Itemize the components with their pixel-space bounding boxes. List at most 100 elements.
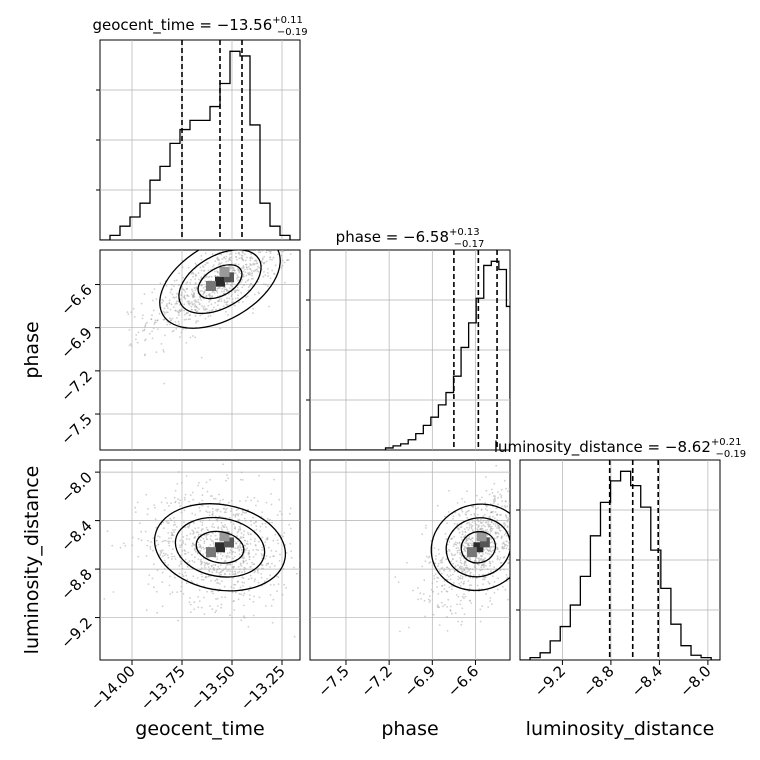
- scatter-point: [479, 528, 482, 530]
- scatter-point: [137, 331, 140, 334]
- scatter-point: [191, 303, 194, 305]
- scatter-point: [227, 477, 230, 480]
- scatter-point: [428, 562, 430, 564]
- scatter-point: [190, 580, 193, 582]
- scatter-point: [279, 510, 281, 513]
- scatter-point: [249, 542, 252, 545]
- scatter-point: [167, 564, 170, 566]
- scatter-point: [397, 581, 400, 583]
- scatter-point: [484, 561, 486, 564]
- scatter-point: [490, 570, 492, 572]
- scatter-point: [223, 507, 226, 510]
- scatter-point: [230, 499, 233, 502]
- scatter-point: [252, 516, 254, 519]
- scatter-point: [206, 533, 208, 536]
- scatter-point: [246, 540, 249, 543]
- scatter-point: [210, 303, 213, 306]
- scatter-point: [460, 623, 463, 626]
- panel-hist-geocent_time: [99, 39, 301, 241]
- scatter-point: [445, 590, 448, 593]
- scatter-point: [201, 305, 203, 307]
- scatter-point: [225, 289, 228, 292]
- scatter-point: [452, 558, 454, 561]
- scatter-point: [172, 306, 175, 309]
- scatter-point: [206, 511, 209, 514]
- scatter-point: [210, 580, 213, 582]
- scatter-point: [272, 250, 274, 251]
- scatter-point: [176, 317, 178, 319]
- scatter-point: [238, 525, 241, 528]
- scatter-point: [237, 268, 240, 271]
- scatter-point: [263, 262, 265, 265]
- scatter-point: [448, 489, 450, 492]
- scatter-point: [440, 561, 442, 564]
- scatter-point: [244, 268, 246, 271]
- xtick-label-luminosity_distance-2: −8.4: [628, 662, 666, 700]
- scatter-point: [235, 258, 238, 261]
- scatter-point: [216, 538, 219, 541]
- scatter-point: [265, 605, 267, 607]
- scatter-point: [196, 583, 199, 585]
- scatter-point: [187, 266, 190, 269]
- scatter-point: [465, 540, 468, 542]
- scatter-point: [174, 321, 177, 323]
- scatter-point: [161, 581, 164, 584]
- scatter-point: [239, 537, 242, 540]
- scatter-point: [485, 547, 488, 550]
- scatter-point: [214, 538, 217, 541]
- scatter-point: [511, 598, 513, 600]
- scatter-point: [507, 598, 509, 601]
- scatter-point: [234, 547, 237, 549]
- scatter-point: [241, 278, 244, 281]
- scatter-point: [239, 568, 241, 571]
- scatter-point: [460, 536, 463, 539]
- scatter-point: [201, 499, 204, 502]
- scatter-point: [195, 306, 198, 308]
- scatter-point: [188, 500, 191, 503]
- scatter-point: [159, 282, 162, 285]
- scatter-point: [235, 256, 237, 259]
- scatter-point: [494, 500, 497, 502]
- scatter-point: [488, 493, 491, 496]
- scatter-point: [155, 544, 158, 547]
- scatter-point: [456, 603, 458, 606]
- scatter-point: [200, 606, 203, 609]
- scatter-point: [162, 349, 165, 351]
- scatter-point: [122, 542, 125, 545]
- scatter-point: [459, 561, 462, 564]
- scatter-point: [282, 535, 285, 538]
- scatter-point: [220, 553, 222, 555]
- title-value: −13.56: [217, 16, 273, 34]
- scatter-point: [458, 514, 461, 517]
- scatter-point: [173, 496, 176, 499]
- contour-3: [153, 503, 287, 592]
- scatter-point: [494, 523, 497, 525]
- density-cell: [215, 542, 225, 553]
- scatter-point: [500, 561, 503, 564]
- scatter-point: [219, 510, 222, 513]
- density-cell: [215, 276, 225, 287]
- scatter-point: [283, 583, 286, 586]
- scatter-point: [205, 510, 208, 512]
- scatter-point: [234, 297, 237, 300]
- scatter-point: [214, 275, 216, 278]
- scatter-point: [496, 558, 499, 561]
- scatter-point: [203, 564, 206, 567]
- scatter-point: [193, 601, 196, 604]
- scatter-point: [452, 518, 454, 520]
- scatter-point: [447, 567, 450, 570]
- scatter-point: [485, 564, 487, 567]
- scatter-point: [250, 577, 253, 580]
- scatter-point: [461, 620, 463, 623]
- scatter-point: [178, 311, 180, 314]
- scatter-point: [225, 260, 228, 263]
- scatter-point: [172, 296, 175, 299]
- scatter-point: [420, 598, 422, 600]
- scatter-point: [189, 532, 192, 535]
- scatter-point: [210, 275, 213, 278]
- scatter-point: [241, 556, 244, 559]
- scatter-point: [511, 540, 513, 542]
- scatter-point: [147, 539, 149, 542]
- scatter-point: [466, 490, 468, 493]
- scatter-point: [248, 271, 251, 274]
